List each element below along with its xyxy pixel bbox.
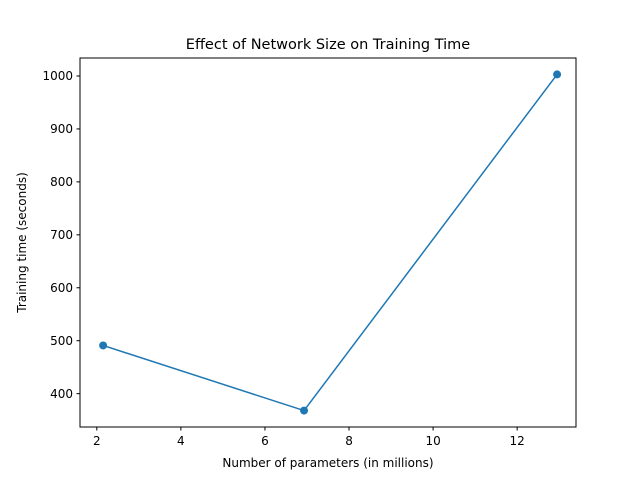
y-tick-label: 700 <box>50 228 73 242</box>
y-tick-label: 600 <box>50 281 73 295</box>
x-tick-label: 12 <box>510 434 525 448</box>
data-series <box>99 70 562 415</box>
axis-ticks: 2 4 6 8 10 12 400 500 600 700 800 900 1000 <box>42 69 524 448</box>
chart-title: Effect of Network Size on Training Time <box>186 37 471 53</box>
y-axis-label: Training time (seconds) <box>15 172 29 314</box>
x-tick-label: 10 <box>425 434 440 448</box>
y-tick-label: 800 <box>50 175 73 189</box>
y-tick-label: 1000 <box>42 69 73 83</box>
x-tick-label: 6 <box>261 434 269 448</box>
data-point-marker <box>99 341 108 350</box>
x-axis-label: Number of parameters (in millions) <box>222 456 433 470</box>
y-tick-label: 900 <box>50 122 73 136</box>
y-tick-label: 500 <box>50 334 73 348</box>
x-tick-label: 2 <box>93 434 101 448</box>
data-point-marker <box>300 406 309 415</box>
y-tick-label: 400 <box>50 387 73 401</box>
x-tick-label: 4 <box>177 434 185 448</box>
plot-area-frame <box>79 57 577 428</box>
data-point-marker <box>553 70 562 79</box>
x-tick-label: 8 <box>345 434 353 448</box>
